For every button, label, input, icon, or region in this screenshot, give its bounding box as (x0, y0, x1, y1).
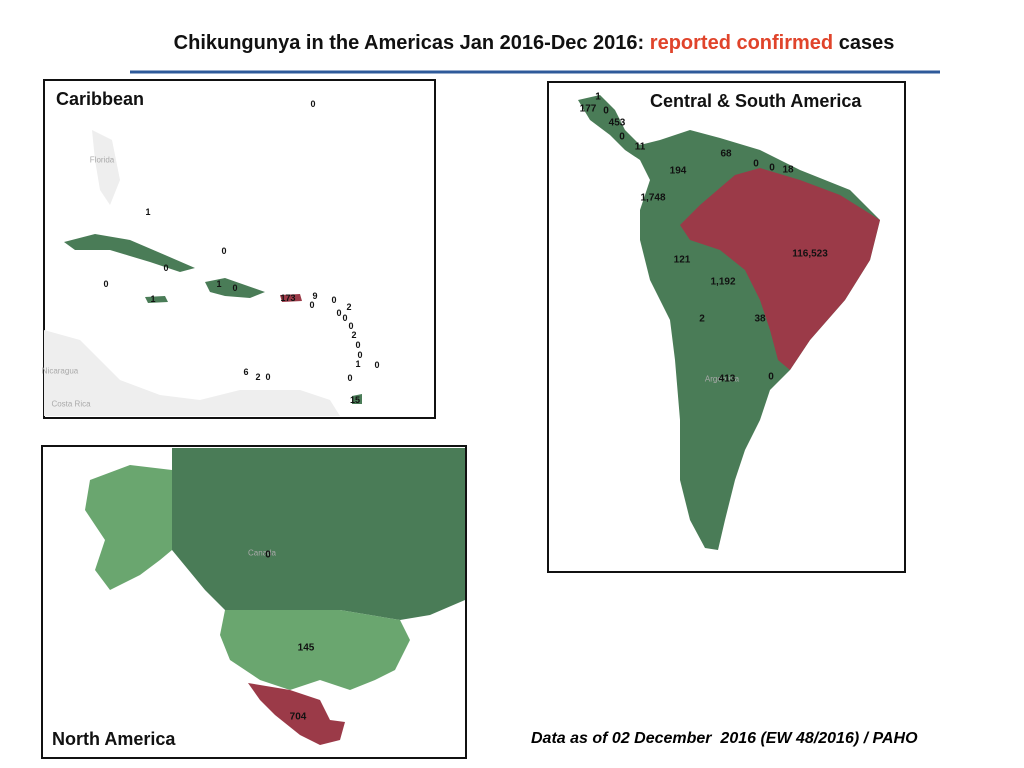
puerto-rico (280, 294, 302, 302)
case-count: 173 (280, 293, 296, 303)
case-count: 413 (718, 373, 736, 385)
hispaniola (205, 278, 265, 298)
case-count: 0 (342, 313, 348, 323)
case-count: 0 (355, 340, 361, 350)
case-count: 0 (347, 373, 353, 383)
place-name: Canada (247, 548, 277, 558)
usa (220, 610, 410, 690)
case-count: 1 (355, 359, 361, 369)
case-count: 11 (634, 141, 646, 153)
case-count: 1 (595, 91, 601, 103)
case-count: 18 (782, 164, 794, 176)
case-count: 2 (699, 313, 705, 325)
case-count: 0 (769, 162, 775, 174)
case-count: 2 (346, 302, 352, 312)
case-count: 0 (103, 279, 109, 289)
case-count: 0 (163, 263, 169, 273)
place-name: Argentina (704, 374, 740, 384)
case-count: 0 (357, 350, 363, 360)
place-name: Costa Rica (51, 399, 91, 409)
case-count: 0 (374, 360, 380, 370)
case-count: 6 (243, 367, 249, 377)
land-florida (92, 130, 120, 205)
case-count: 9 (312, 291, 318, 301)
panel-title: North America (52, 729, 176, 749)
case-count: 15 (349, 395, 361, 405)
case-count: 1 (150, 294, 156, 304)
title-text: cases (838, 32, 895, 54)
case-count: 177 (579, 103, 597, 115)
case-count: 0 (309, 300, 315, 310)
north-america-map (41, 445, 467, 759)
brazil (680, 168, 880, 370)
south-america-map (547, 81, 906, 573)
title: Chikungunya in the Americas Jan 2016-Dec… (0, 32, 1024, 55)
canada (172, 448, 465, 620)
case-count: 704 (289, 711, 307, 723)
case-count: 2 (351, 330, 357, 340)
panel-title: Central & South America (650, 91, 862, 111)
cuba (64, 234, 195, 272)
trinidad (352, 394, 362, 404)
case-count: 121 (673, 254, 691, 266)
mexico (248, 683, 345, 745)
case-count: 68 (720, 148, 732, 160)
case-count: 0 (265, 549, 271, 561)
case-count: 38 (754, 313, 766, 325)
case-count: 1 (216, 279, 222, 289)
case-count: 0 (753, 158, 759, 170)
case-count: 0 (232, 283, 238, 293)
case-count: 453 (608, 117, 626, 129)
case-count: 1,192 (710, 276, 736, 288)
jamaica (145, 296, 168, 303)
case-count: 1 (145, 207, 151, 217)
case-count: 0 (221, 246, 227, 256)
case-count: 0 (336, 308, 342, 318)
case-count: 0 (331, 295, 337, 305)
alaska (85, 465, 172, 590)
land-central (44, 330, 340, 416)
case-count: 194 (669, 165, 687, 177)
case-count: 0 (310, 99, 316, 109)
case-count: 0 (603, 105, 609, 117)
case-count: 145 (297, 642, 315, 654)
case-count: 116,523 (792, 248, 828, 260)
case-count: 0 (348, 321, 354, 331)
case-count: 1,748 (640, 192, 666, 204)
footer: Data as of 02 December 2016 (EW 48/2016)… (531, 730, 918, 747)
case-count: 0 (265, 372, 271, 382)
title-text: Chikungunya in the Americas Jan 2016-Dec… (173, 32, 645, 54)
caribbean-map (43, 79, 436, 419)
case-count: 0 (619, 131, 625, 143)
case-count: 0 (768, 371, 774, 383)
case-count: 2 (255, 372, 261, 382)
panel-title: Caribbean (56, 89, 145, 109)
place-name: Nicaragua (41, 366, 79, 376)
place-name: Florida (89, 155, 115, 165)
title-highlight: reported confirmed (649, 32, 834, 54)
